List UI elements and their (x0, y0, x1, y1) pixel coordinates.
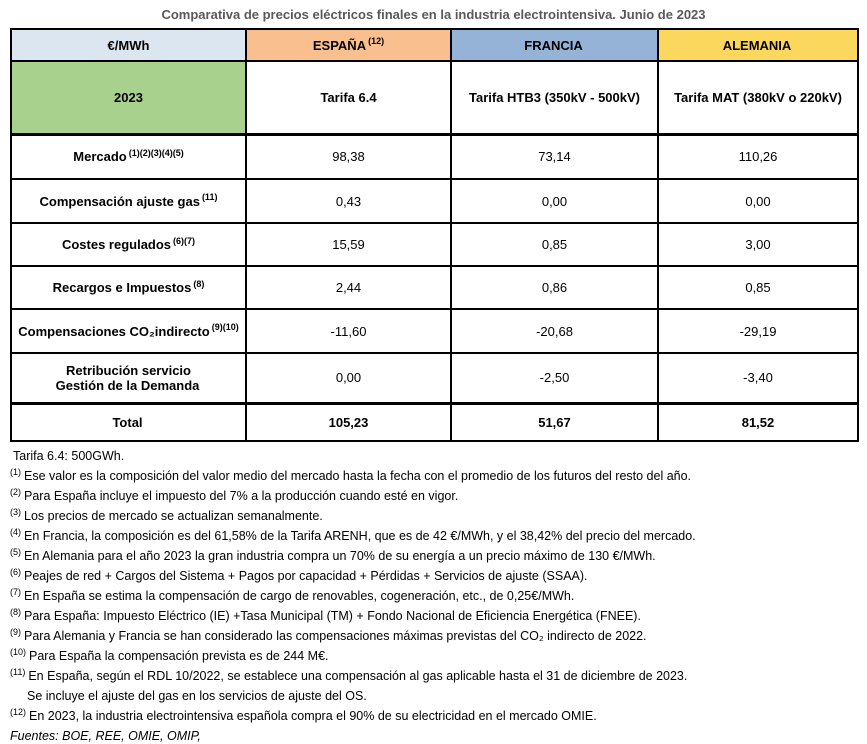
table-row-retribucion-demanda: Retribución servicio Gestión de la Deman… (10, 352, 859, 404)
value-germany: 3,00 (657, 222, 859, 267)
footnote-4: (4) En Francia, la composición es del 61,… (10, 526, 696, 543)
value-spain: 15,59 (245, 222, 452, 267)
footnote-2: (2) Para España incluye el impuesto del 7… (10, 486, 459, 503)
table-row-recargos-impuestos: Recargos e Impuestos (8) 2,44 0,86 0,85 (10, 265, 859, 310)
row-label-text: Compensación ajuste gas (39, 193, 200, 209)
row-label-ajuste-gas: Compensación ajuste gas (11) (10, 178, 247, 224)
footnote-refs: (11) (201, 192, 218, 203)
row-label-text: Recargos e Impuestos (52, 280, 192, 295)
price-comparison-table: €/MWh ESPAÑA (12) FRANCIA ALEMANIA 2023 T… (10, 28, 859, 442)
value-france: -2,50 (450, 352, 659, 404)
row-label-recargos-impuestos: Recargos e Impuestos (8) (10, 265, 247, 310)
column-header-france: FRANCIA (450, 28, 659, 62)
footnote-refs: (6)(7) (173, 235, 196, 246)
table-row-costes-regulados: Costes regulados (6)(7) 15,59 0,85 3,00 (10, 222, 859, 267)
row-label-text: Mercado (73, 149, 127, 165)
total-germany: 81,52 (657, 401, 859, 442)
germany-label: ALEMANIA (722, 37, 792, 53)
value-spain: -11,60 (245, 308, 452, 354)
footnote-refs: (8) (193, 278, 205, 289)
row-label-costes-regulados: Costes regulados (6)(7) (10, 222, 247, 267)
table-row-mercado: Mercado (1)(2)(3)(4)(5) 98,38 73,14 110,2… (10, 133, 859, 180)
unit-header: €/MWh (10, 28, 247, 62)
value-germany: -3,40 (657, 352, 859, 404)
column-header-germany: ALEMANIA (657, 28, 859, 62)
footnote-9: (9) Para Alemania y Francia se han consid… (10, 626, 647, 643)
row-label-text: Costes regulados (61, 237, 172, 252)
spain-label: ESPAÑA (312, 37, 367, 53)
row-label-total: Total (10, 401, 247, 442)
value-france: 0,86 (450, 265, 659, 310)
value-spain: 98,38 (245, 133, 452, 180)
footnote-3: (3) Los precios de mercado se actualizan … (10, 506, 323, 523)
row-label-text: Compensaciones CO₂indirecto (18, 323, 210, 339)
table-row-compensaciones-co2: Compensaciones CO₂indirecto (9)(10) -11,6… (10, 308, 859, 354)
value-spain: 2,44 (245, 265, 452, 310)
row-label-text: Retribución servicio Gestión de la Deman… (55, 362, 200, 393)
footnote-11: (11) En España, según el RDL 10/2022, se … (10, 666, 688, 683)
column-header-spain: ESPAÑA (12) (245, 28, 452, 62)
value-germany: 0,00 (657, 178, 859, 224)
row-label-mercado: Mercado (1)(2)(3)(4)(5) (10, 133, 247, 180)
footnote-tarifa: Tarifa 6.4: 500GWh. (13, 449, 125, 463)
value-germany: 110,26 (657, 133, 859, 180)
value-france: 73,14 (450, 133, 659, 180)
value-france: -20,68 (450, 308, 659, 354)
total-france: 51,67 (450, 401, 659, 442)
total-spain: 105,23 (245, 401, 452, 442)
year-cell: 2023 (10, 60, 247, 136)
footnote-12: (12) En 2023, la industria electrointensi… (10, 706, 597, 723)
france-label: FRANCIA (524, 37, 583, 53)
value-france: 0,85 (450, 222, 659, 267)
value-spain: 0,00 (245, 352, 452, 404)
value-spain: 0,43 (245, 178, 452, 224)
header-row: €/MWh ESPAÑA (12) FRANCIA ALEMANIA (10, 28, 859, 62)
unit-header-label: €/MWh (107, 37, 150, 53)
footnote-11-continuation: Se incluye el ajuste del gas en los serv… (27, 689, 367, 703)
row-label-text: Total (112, 414, 143, 430)
row-label-compensaciones-co2: Compensaciones CO₂indirecto (9)(10) (10, 308, 247, 354)
footnotes: Tarifa 6.4: 500GWh. (1) Ese valor es la c… (10, 446, 867, 744)
footnote-10: (10) Para España la compensación prevista… (10, 646, 329, 663)
footnote-1: (1) Ese valor es la composición del valor… (10, 466, 692, 483)
value-germany: -29,19 (657, 308, 859, 354)
row-label-retribucion-demanda: Retribución servicio Gestión de la Deman… (10, 352, 247, 404)
footnote-5: (5) En Alemania para el año 2023 la gran … (10, 546, 656, 563)
footnote-8: (8) Para España: Impuesto Eléctrico (IE) … (10, 606, 641, 623)
tariff-spain: Tarifa 6.4 (245, 60, 452, 136)
value-germany: 0,85 (657, 265, 859, 310)
table-row-ajuste-gas: Compensación ajuste gas (11) 0,43 0,00 0,… (10, 178, 859, 224)
tariff-france: Tarifa HTB3 (350kV - 500kV) (450, 60, 659, 136)
footnote-refs: (9)(10) (211, 322, 239, 333)
footnote-6: (6) Peajes de red + Cargos del Sistema + … (10, 566, 588, 583)
tariff-germany: Tarifa MAT (380kV o 220kV) (657, 60, 859, 136)
subheader-row: 2023 Tarifa 6.4 Tarifa HTB3 (350kV - 500… (10, 60, 859, 136)
footnote-refs: (1)(2)(3)(4)(5) (128, 147, 184, 158)
footnote-7: (7) En España se estima la compensación d… (10, 586, 575, 603)
spain-footnote-ref: (12) (368, 36, 385, 47)
value-france: 0,00 (450, 178, 659, 224)
table-title: Comparativa de precios eléctricos finale… (161, 7, 706, 22)
table-row-total: Total 105,23 51,67 81,52 (10, 401, 859, 442)
sources-line: Fuentes: BOE, REE, OMIE, OMIP, (10, 729, 201, 743)
